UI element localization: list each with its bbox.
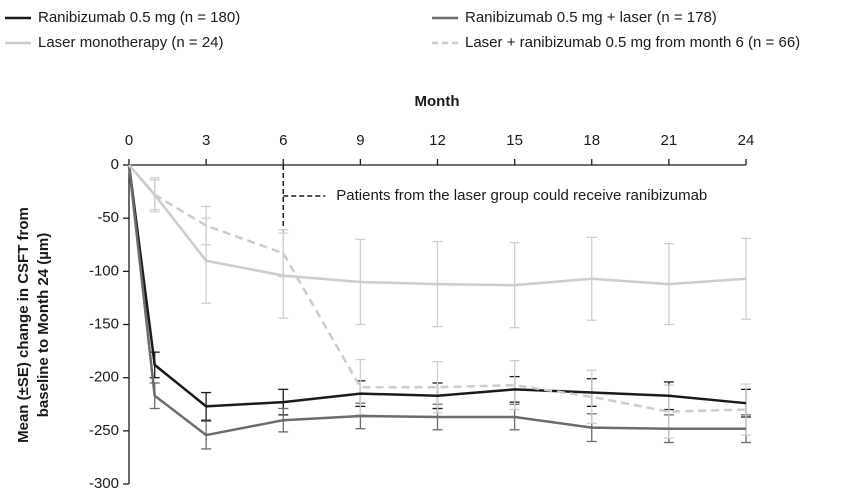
legend-label: Ranibizumab 0.5 mg + laser (n = 178) <box>465 9 717 26</box>
y-tick-label: -250 <box>89 422 119 439</box>
x-tick-label: 9 <box>356 132 364 149</box>
error-bar <box>201 205 212 246</box>
x-tick-label: 18 <box>583 132 600 149</box>
x-tick-label: 3 <box>202 132 210 149</box>
legend-label: Laser + ranibizumab 0.5 mg from month 6 … <box>465 34 800 51</box>
y-tick-label: -150 <box>89 315 119 332</box>
y-tick-label: -100 <box>89 262 119 279</box>
error-bar <box>278 229 289 278</box>
legend-label: Laser monotherapy (n = 24) <box>38 34 224 51</box>
series-line <box>127 164 747 408</box>
x-tick-label: 24 <box>738 132 755 149</box>
series-line <box>127 164 746 437</box>
series-line <box>128 164 747 287</box>
y-tick-label: -300 <box>89 475 119 492</box>
x-axis-label: Month <box>415 93 460 110</box>
y-tick-label: -200 <box>89 369 119 386</box>
error-bar <box>586 369 597 425</box>
error-bar <box>741 383 751 436</box>
y-axis-label: Mean (±SE) change in CSFT from <box>15 207 32 443</box>
error-bar <box>509 360 520 411</box>
legend-label: Ranibizumab 0.5 mg (n = 180) <box>38 9 240 26</box>
x-tick-label: 21 <box>661 132 678 149</box>
x-tick-label: 15 <box>506 132 523 149</box>
annotation: Patients from the laser group could rece… <box>336 187 707 204</box>
y-tick-label: -50 <box>97 209 119 226</box>
y-axis-label: baseline to Month 24 (µm) <box>35 233 52 418</box>
x-tick-label: 6 <box>279 132 287 149</box>
error-bar <box>432 361 443 414</box>
series-line <box>128 164 747 413</box>
x-tick-label: 0 <box>125 132 133 149</box>
x-tick-label: 12 <box>429 132 446 149</box>
y-tick-label: 0 <box>111 156 119 173</box>
